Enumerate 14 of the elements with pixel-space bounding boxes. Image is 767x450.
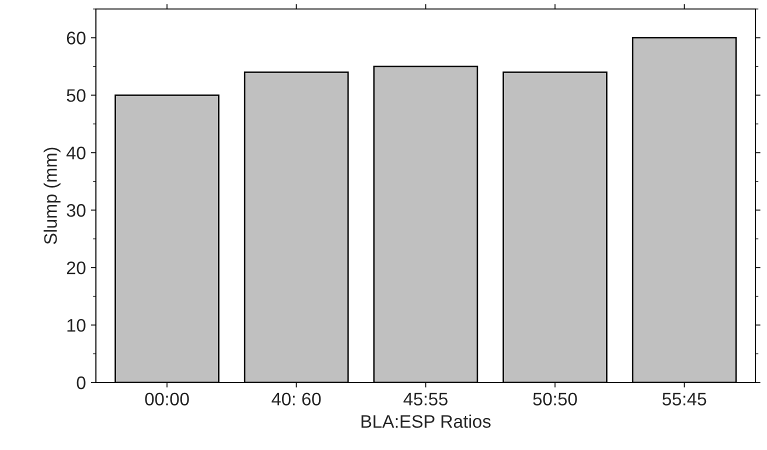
- y-tick-label: 40: [66, 146, 86, 160]
- x-axis-title: BLA:ESP Ratios: [362, 414, 491, 428]
- x-tick-label: 45:55: [404, 392, 448, 406]
- y-tick-label: 10: [67, 318, 86, 332]
- x-tick-label: 50:50: [533, 392, 577, 406]
- y-tick-label: 0: [76, 376, 86, 390]
- x-tick-label: 55:45: [662, 392, 706, 406]
- x-tick-label: 00:00: [145, 392, 189, 406]
- y-tick-label: 50: [66, 89, 86, 102]
- y-tick-label: 60: [66, 32, 86, 44]
- x-tick-label: 40: 60: [272, 392, 321, 406]
- y-tick-label: 20: [66, 262, 86, 274]
- y-tick-label: 30: [66, 204, 86, 217]
- y-axis-title: Slump (mm): [44, 148, 61, 244]
